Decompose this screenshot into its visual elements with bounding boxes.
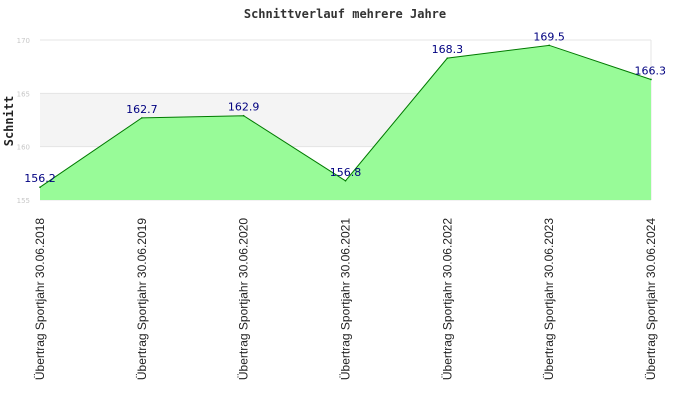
data-point (548, 44, 550, 47)
chart-title: Schnittverlauf mehrere Jahre (244, 7, 446, 21)
area-series (39, 44, 652, 201)
data-point (650, 78, 652, 81)
data-point (344, 180, 347, 182)
x-tick-label: Übertrag Sportjahr 30.06.2022 (440, 218, 454, 380)
data-labels: 156.2 162.7 162.9 156.8 168.3 169.5 166.3 (24, 30, 666, 185)
x-tick-label: Übertrag Sportjahr 30.06.2021 (339, 218, 353, 380)
data-point (242, 114, 245, 117)
data-label: 169.5 (533, 30, 565, 43)
y-tick-label: 165 (17, 90, 30, 98)
data-point (39, 186, 41, 188)
x-tick-label: Übertrag Sportjahr 30.06.2019 (135, 218, 149, 380)
data-label: 166.3 (635, 64, 667, 77)
y-tick-label: 170 (17, 37, 30, 45)
data-label: 162.7 (126, 103, 158, 116)
data-point (446, 57, 449, 59)
x-tick-label: Übertrag Sportjahr 30.06.2024 (644, 218, 658, 380)
data-label: 168.3 (432, 43, 464, 56)
data-label: 156.2 (24, 172, 56, 185)
data-label: 162.9 (228, 101, 260, 114)
data-label: 156.8 (330, 166, 362, 179)
y-tick-label: 155 (17, 197, 30, 205)
y-axis-ticks: 155 160 165 170 (17, 37, 30, 205)
area-fill (40, 45, 651, 201)
data-point (141, 117, 143, 119)
x-tick-label: Übertrag Sportjahr 30.06.2023 (542, 218, 556, 380)
x-tick-label: Übertrag Sportjahr 30.06.2018 (33, 218, 47, 380)
x-tick-label: Übertrag Sportjahr 30.06.2020 (237, 218, 251, 380)
x-axis-ticks: Übertrag Sportjahr 30.06.2018 Übertrag Sp… (33, 218, 658, 380)
y-tick-label: 160 (17, 144, 30, 152)
y-axis-label: Schnitt (2, 96, 16, 147)
